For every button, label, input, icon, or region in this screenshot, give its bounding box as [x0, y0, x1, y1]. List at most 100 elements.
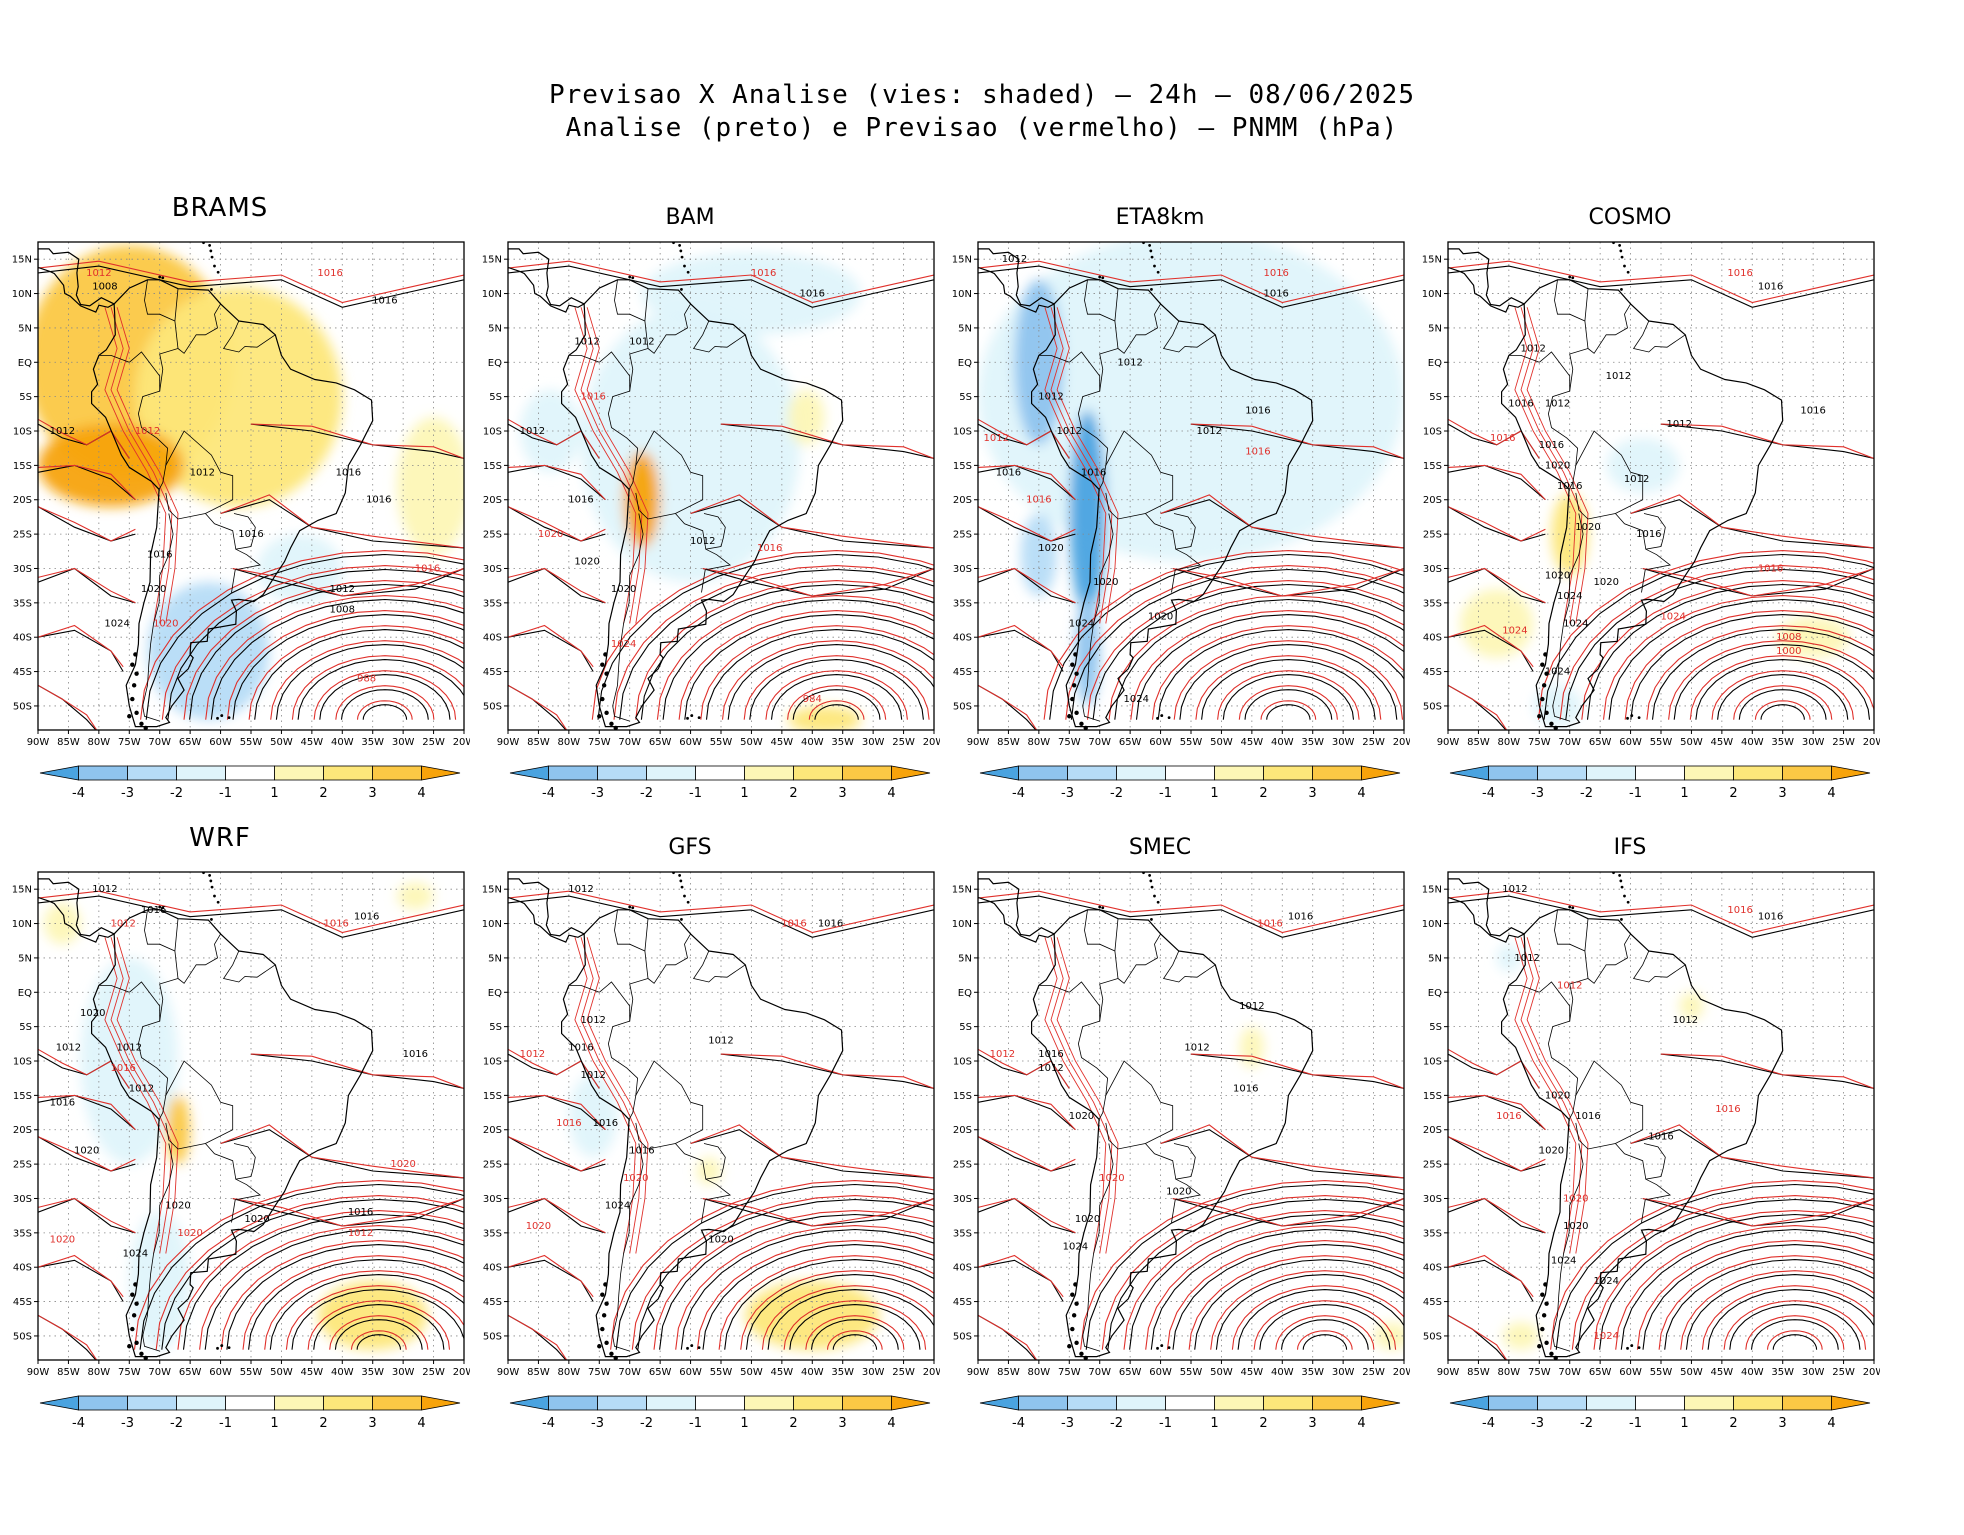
isobar-label: 1016 [568, 495, 593, 506]
lat-tick-label: 5S [19, 1022, 32, 1033]
panel-title: BRAMS [171, 193, 269, 223]
isobar-label: 1024 [1069, 618, 1094, 629]
lon-tick-label: 45W [301, 1367, 324, 1378]
lon-tick-label: 70W [148, 737, 171, 748]
lat-tick-label: 5S [1429, 392, 1442, 403]
lat-tick-label: 15N [482, 255, 502, 266]
lat-tick-label: 50S [13, 701, 32, 712]
lon-tick-label: 65W [179, 1367, 202, 1378]
isobar-label: 1020 [165, 1200, 190, 1211]
map-gfs: 1012 1016 1016 1012 1012 1016 1012 1016 1016 1016… [482, 871, 940, 1378]
lon-tick-label: 50W [740, 737, 763, 748]
lon-tick-label: 70W [1088, 1367, 1111, 1378]
panel-gfs: GFS 1012 1016 1016 1012 1012 1016 1012 1016 1016 1… [470, 815, 940, 1535]
lat-tick-label: 45S [13, 667, 32, 678]
isobar-label: 1020 [1075, 1214, 1100, 1225]
lat-tick-label: EQ [488, 988, 502, 999]
lat-tick-label: 5N [958, 323, 972, 334]
lon-tick-label: 85W [57, 1367, 80, 1378]
lat-tick-label: 30S [483, 1194, 502, 1205]
lon-tick-label: 85W [57, 737, 80, 748]
lat-tick-label: 15S [1423, 1091, 1442, 1102]
lon-tick-label: 25W [892, 1367, 915, 1378]
colorbar-label: 3 [838, 786, 846, 801]
isobar-label: 1012 [1667, 419, 1692, 430]
isobar-label: 1020 [1545, 460, 1570, 471]
lat-tick-label: 50S [13, 1331, 32, 1342]
lat-tick-label: 10S [1423, 1057, 1442, 1068]
lon-tick-label: 75W [588, 737, 611, 748]
colorbar-label: -3 [1061, 1416, 1074, 1431]
isobar-label: 1016 [568, 1042, 593, 1053]
lon-tick-label: 40W [1271, 1367, 1294, 1378]
bias-shading-warm [1679, 992, 1704, 1020]
isobar-label: 1024 [1563, 618, 1588, 629]
colorbar-label: -2 [1110, 786, 1123, 801]
lat-tick-label: 50S [953, 701, 972, 712]
panel-smec: SMEC 1016 1016 1012 1016 1012 1012 1016 1020 1020… [940, 815, 1410, 1535]
isobar-label: 1012 [348, 1228, 373, 1239]
coastline [978, 878, 1314, 1358]
lat-tick-label: 20S [953, 495, 972, 506]
lon-tick-label: 35W [831, 1367, 854, 1378]
lon-tick-label: 85W [997, 1367, 1020, 1378]
isobar-label: 1016 [1508, 399, 1533, 410]
colorbar-label: 2 [1259, 786, 1267, 801]
lat-tick-label: 10S [13, 1057, 32, 1068]
isobar-label: 1016 [580, 392, 605, 403]
lon-tick-label: 50W [270, 737, 293, 748]
lat-tick-label: 45S [953, 667, 972, 678]
lon-tick-label: 20W [1393, 1367, 1410, 1378]
lat-tick-label: 35S [953, 1228, 972, 1239]
isobar-label: 1024 [1557, 591, 1582, 602]
lat-tick-label: 10N [12, 289, 32, 300]
isobar-label: 1016 [348, 1207, 373, 1218]
lon-tick-label: 50W [1680, 737, 1703, 748]
colorbar-label: -4 [542, 1416, 555, 1431]
isobar-label: 1016 [757, 543, 782, 554]
lon-tick-label: 20W [453, 1367, 470, 1378]
isobar-label: 1016 [366, 495, 391, 506]
lon-tick-label: 45W [301, 737, 324, 748]
lon-tick-label: 45W [1241, 1367, 1264, 1378]
lon-tick-label: 90W [967, 1367, 990, 1378]
forecast-isobars [38, 890, 464, 1360]
isobar-label: 1016 [1233, 1084, 1258, 1095]
colorbar-label: 1 [1680, 1416, 1688, 1431]
lat-tick-label: 35S [1423, 598, 1442, 609]
isobar-label: 1020 [526, 1221, 551, 1232]
panel-eta8km: ETA8km 1012 1016 1016 1012 1012 1012 1012 1012 10… [940, 185, 1410, 905]
colorbar-label: -4 [1482, 1416, 1495, 1431]
lat-tick-label: 5N [958, 953, 972, 964]
lat-tick-label: 50S [483, 701, 502, 712]
lat-tick-label: 5S [959, 1022, 972, 1033]
lat-tick-label: EQ [18, 988, 32, 999]
country-borders [568, 909, 746, 1352]
colorbar-label: 1 [270, 786, 278, 801]
isobar-label: 1020 [1166, 1187, 1191, 1198]
isobar-label: 1016 [317, 268, 342, 279]
isobar-label: 1016 [751, 268, 776, 279]
lon-tick-label: 25W [1362, 1367, 1385, 1378]
isobar-label: 1020 [153, 618, 178, 629]
bias-shading-cool [129, 1212, 191, 1350]
lon-tick-label: 70W [618, 737, 641, 748]
lon-tick-label: 55W [710, 1367, 733, 1378]
colorbar-label: 4 [417, 1416, 425, 1431]
isobar-label: 1020 [50, 1235, 75, 1246]
lon-tick-label: 55W [240, 737, 263, 748]
panel-ifs: IFS 1012 1016 1016 1012 1012 1012 1016 1020 1016 1… [1410, 815, 1880, 1535]
lat-tick-label: 45S [483, 1297, 502, 1308]
lat-tick-label: 20S [483, 495, 502, 506]
map-smec: 1016 1016 1012 1016 1012 1012 1016 1020 1020 1020… [952, 871, 1410, 1378]
lon-tick-label: 65W [1119, 737, 1142, 748]
bias-shading-warm [317, 1280, 428, 1350]
lat-tick-label: 15N [1422, 885, 1442, 896]
isobar-label: 984 [803, 694, 822, 705]
lon-tick-label: 55W [240, 1367, 263, 1378]
lat-tick-label: 30S [1423, 1194, 1442, 1205]
lon-tick-label: 30W [1802, 737, 1825, 748]
lat-tick-label: 10S [953, 427, 972, 438]
lat-tick-label: 5N [18, 953, 32, 964]
lat-tick-label: 35S [953, 598, 972, 609]
